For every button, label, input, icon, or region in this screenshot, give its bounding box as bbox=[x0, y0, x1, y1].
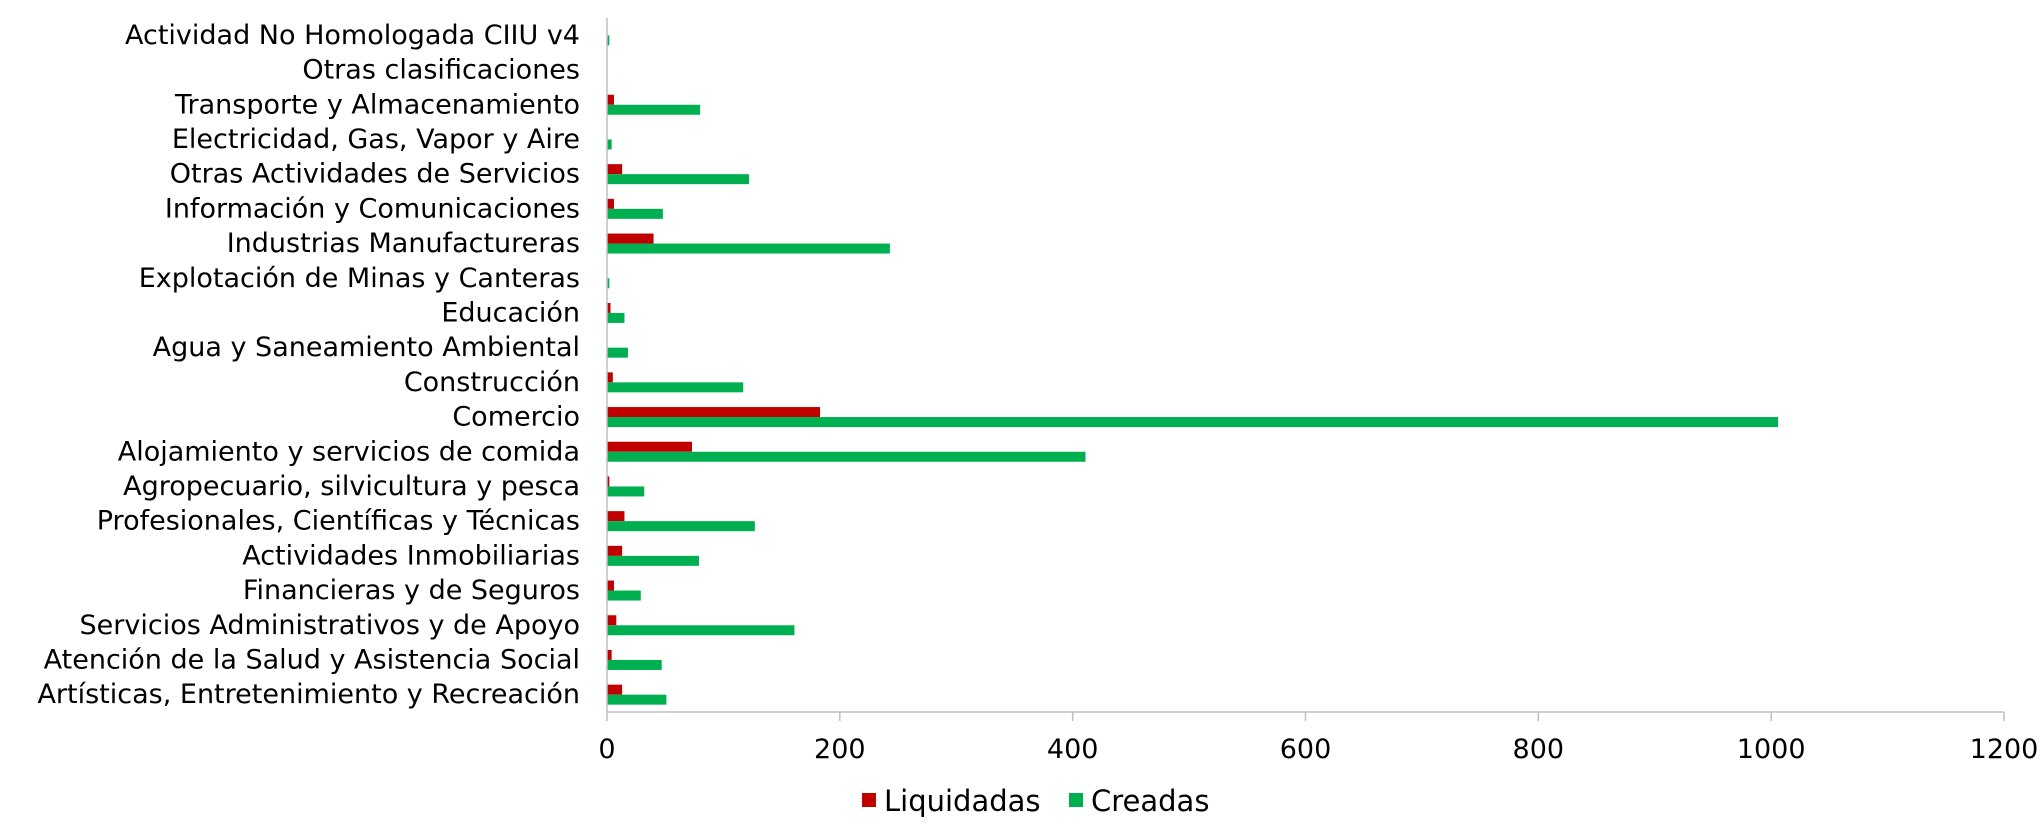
x-tick-label: 800 bbox=[1513, 734, 1565, 765]
bar-creadas-7 bbox=[607, 278, 610, 289]
category-labels: Actividad No Homologada CIIU v4 Otras cla… bbox=[37, 20, 580, 710]
category-label: Actividades Inmobiliarias bbox=[242, 540, 580, 571]
bar-creadas-11 bbox=[607, 417, 1779, 428]
category-label: Industrias Manufactureras bbox=[227, 228, 580, 259]
category-label: Actividad No Homologada CIIU v4 bbox=[125, 20, 580, 51]
legend: Liquidadas Creadas bbox=[862, 784, 1209, 818]
legend-swatch-creadas bbox=[1069, 793, 1083, 807]
bar-liquidadas-14 bbox=[607, 511, 625, 522]
bar-creadas-10 bbox=[607, 382, 744, 393]
category-label: Artísticas, Entretenimiento y Recreación bbox=[37, 679, 580, 710]
category-label: Atención de la Salud y Asistencia Social bbox=[44, 644, 580, 675]
category-label: Construcción bbox=[404, 367, 580, 398]
legend-swatch-liquidadas bbox=[862, 793, 876, 807]
bar-creadas-0 bbox=[607, 35, 610, 46]
category-label: Información y Comunicaciones bbox=[165, 193, 580, 224]
bar-liquidadas-6 bbox=[607, 233, 654, 244]
bar-liquidadas-8 bbox=[607, 302, 611, 313]
category-label: Otras Actividades de Servicios bbox=[170, 159, 580, 190]
bar-creadas-14 bbox=[607, 521, 755, 532]
bar-liquidadas-11 bbox=[607, 407, 821, 418]
category-label: Electricidad, Gas, Vapor y Aire bbox=[172, 124, 580, 155]
bar-creadas-13 bbox=[607, 486, 645, 497]
bar-creadas-6 bbox=[607, 243, 890, 254]
bar-creadas-18 bbox=[607, 659, 662, 670]
bar-liquidadas-2 bbox=[607, 94, 614, 105]
bar-liquidadas-17 bbox=[607, 615, 617, 626]
category-label: Profesionales, Científicas y Técnicas bbox=[97, 506, 580, 537]
bar-creadas-15 bbox=[607, 555, 699, 566]
category-label: Alojamiento y servicios de comida bbox=[118, 436, 580, 467]
category-label: Financieras y de Seguros bbox=[243, 575, 580, 606]
axes: 0 200 400 600 800 1000 1200 bbox=[598, 18, 2038, 765]
bar-creadas-12 bbox=[607, 451, 1086, 462]
category-label: Comercio bbox=[452, 402, 580, 433]
bar-creadas-8 bbox=[607, 312, 625, 323]
category-label: Transporte y Almacenamiento bbox=[174, 89, 580, 120]
bar-creadas-5 bbox=[607, 208, 663, 219]
x-tick-label: 200 bbox=[814, 734, 866, 765]
bar-creadas-19 bbox=[607, 694, 667, 705]
bars-layer bbox=[607, 35, 1779, 705]
bar-creadas-9 bbox=[607, 347, 628, 358]
bar-liquidadas-18 bbox=[607, 649, 612, 660]
bar-creadas-2 bbox=[607, 104, 701, 115]
category-label: Otras clasificaciones bbox=[302, 55, 580, 86]
bar-creadas-4 bbox=[607, 174, 750, 185]
category-label: Agua y Saneamiento Ambiental bbox=[153, 332, 580, 363]
x-tick-label: 1200 bbox=[1970, 734, 2039, 765]
bar-liquidadas-5 bbox=[607, 198, 614, 209]
bar-liquidadas-12 bbox=[607, 441, 692, 452]
bar-liquidadas-10 bbox=[607, 372, 613, 383]
legend-label-creadas: Creadas bbox=[1091, 784, 1209, 818]
x-tick-label: 600 bbox=[1280, 734, 1332, 765]
category-label: Explotación de Minas y Canteras bbox=[139, 263, 580, 294]
bar-creadas-3 bbox=[607, 139, 612, 150]
bar-liquidadas-13 bbox=[607, 476, 610, 487]
x-tick-label: 1000 bbox=[1737, 734, 1806, 765]
bar-creadas-16 bbox=[607, 590, 641, 601]
x-tick-label: 0 bbox=[598, 734, 615, 765]
bar-liquidadas-4 bbox=[607, 164, 623, 175]
bar-liquidadas-19 bbox=[607, 684, 623, 695]
bar-creadas-17 bbox=[607, 625, 795, 636]
bar-liquidadas-16 bbox=[607, 580, 614, 591]
category-label: Servicios Administrativos y de Apoyo bbox=[80, 610, 580, 641]
legend-label-liquidadas: Liquidadas bbox=[884, 784, 1041, 818]
x-tick-label: 400 bbox=[1047, 734, 1099, 765]
category-label: Educación bbox=[441, 297, 580, 328]
category-label: Agropecuario, silvicultura y pesca bbox=[123, 471, 580, 502]
bar-liquidadas-15 bbox=[607, 545, 623, 556]
